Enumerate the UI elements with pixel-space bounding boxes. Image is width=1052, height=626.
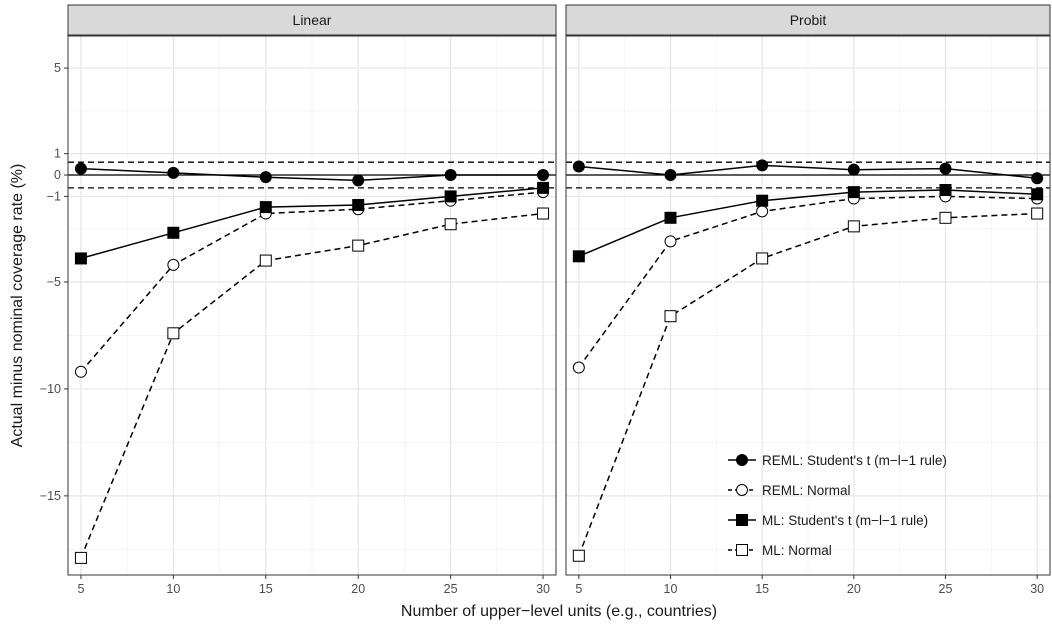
data-point <box>847 186 860 199</box>
series-0 <box>74 162 550 187</box>
legend-label: ML: Normal <box>762 543 832 558</box>
data-point <box>756 252 769 265</box>
series-line <box>578 212 1038 557</box>
x-tick-label: 30 <box>536 582 550 596</box>
panel-title: Linear <box>293 12 332 28</box>
data-point <box>664 235 677 248</box>
series-0 <box>572 159 1044 185</box>
data-point <box>167 327 180 340</box>
x-tick-label: 20 <box>847 582 861 596</box>
panel-strip <box>565 4 1051 36</box>
x-tick-label: 5 <box>77 582 84 596</box>
series-2 <box>74 181 550 265</box>
data-point <box>74 551 87 564</box>
data-point <box>756 194 769 207</box>
y-tick-label: −15 <box>40 489 61 503</box>
series-line <box>80 167 544 182</box>
x-axis-title: Number of upper−level units (e.g., count… <box>401 603 717 620</box>
x-tick-label: 5 <box>575 582 582 596</box>
legend-label: ML: Student's t (m−l−1 rule) <box>762 513 928 528</box>
y-tick-label: −1 <box>47 189 61 203</box>
x-tick-label: 10 <box>664 582 678 596</box>
legend-item: ML: Student's t (m−l−1 rule) <box>728 513 928 528</box>
data-point <box>74 252 87 265</box>
x-tick-label: 15 <box>755 582 769 596</box>
series-line <box>578 164 1038 179</box>
data-point <box>352 174 365 187</box>
series-line <box>578 195 1038 368</box>
panel-strip <box>67 4 557 36</box>
data-point <box>572 160 585 173</box>
data-point <box>537 181 550 194</box>
data-point <box>74 162 87 175</box>
legend-item: REML: Student's t (m−l−1 rule) <box>728 453 947 468</box>
data-point <box>1031 207 1044 220</box>
data-point <box>939 211 952 224</box>
y-tick-label: −10 <box>40 382 61 396</box>
data-point <box>444 218 457 231</box>
panel-border <box>565 35 1051 576</box>
data-point <box>444 190 457 203</box>
data-point <box>167 226 180 239</box>
data-point <box>444 169 457 182</box>
legend-marker <box>736 484 748 496</box>
data-point <box>167 258 180 271</box>
x-tick-label: 25 <box>939 582 953 596</box>
panel-probit: Probit 5 10 15 20 25 30 <box>565 4 1051 596</box>
data-point <box>537 207 550 220</box>
series-3 <box>572 207 1044 562</box>
data-point <box>1031 172 1044 185</box>
data-point <box>664 169 677 182</box>
data-point <box>1031 188 1044 201</box>
data-point <box>847 163 860 176</box>
data-point <box>939 162 952 175</box>
y-tick-label: 1 <box>54 147 61 161</box>
legend-label: REML: Student's t (m−l−1 rule) <box>762 453 947 468</box>
y-tick-label: 5 <box>54 61 61 75</box>
data-point <box>352 198 365 211</box>
data-point <box>537 169 550 182</box>
legend: REML: Student's t (m−l−1 rule) REML: Norm… <box>728 453 947 558</box>
y-tick-label: 0 <box>54 168 61 182</box>
x-tick-label: 10 <box>166 582 180 596</box>
x-tick-label: 20 <box>351 582 365 596</box>
data-point <box>847 220 860 233</box>
data-point <box>939 184 952 196</box>
data-point <box>572 549 585 562</box>
legend-label: REML: Normal <box>762 483 851 498</box>
panel-title: Probit <box>790 12 827 28</box>
panel-border <box>67 35 557 576</box>
series-2 <box>572 184 1044 263</box>
data-point <box>74 365 87 378</box>
data-point <box>664 310 677 323</box>
data-point <box>756 159 769 172</box>
series-line <box>80 212 544 559</box>
x-tick-label: 25 <box>444 582 458 596</box>
data-point <box>664 211 677 224</box>
data-point <box>756 205 769 218</box>
series-3 <box>74 207 550 564</box>
y-tick-label: −5 <box>47 275 61 289</box>
legend-item: ML: Normal <box>728 543 832 558</box>
data-point <box>572 250 585 263</box>
series-line <box>578 189 1038 257</box>
series-line <box>80 191 544 373</box>
data-point <box>259 201 272 214</box>
data-point <box>572 361 585 374</box>
legend-marker <box>736 454 748 466</box>
x-tick-label: 15 <box>259 582 273 596</box>
data-point <box>352 239 365 252</box>
series-line <box>80 187 544 260</box>
legend-item: REML: Normal <box>728 483 851 498</box>
legend-marker <box>736 514 748 526</box>
x-tick-label: 30 <box>1030 582 1044 596</box>
legend-marker <box>736 544 748 556</box>
data-point <box>167 166 180 179</box>
data-point <box>259 254 272 267</box>
y-axis-title: Actual minus nominal coverage rate (%) <box>9 164 26 448</box>
data-point <box>259 171 272 184</box>
